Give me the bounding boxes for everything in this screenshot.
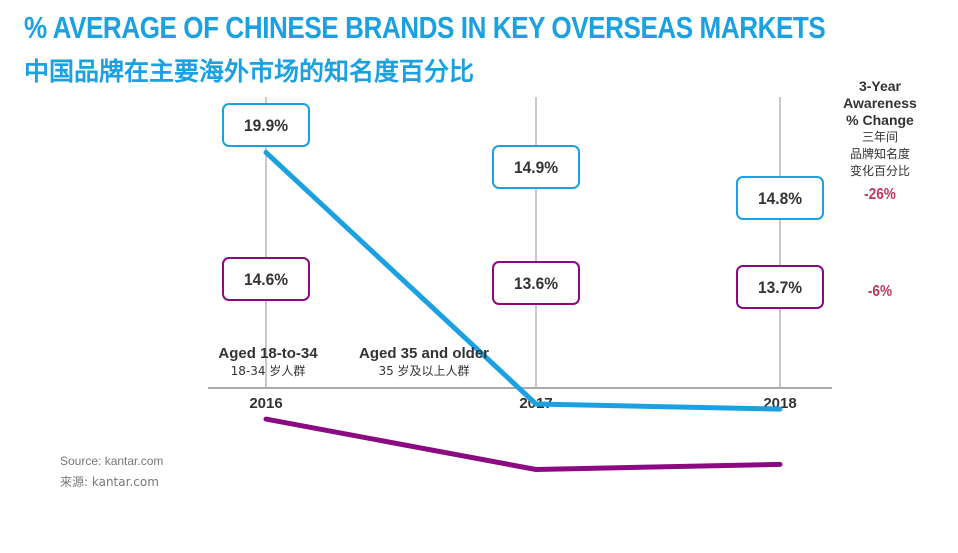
data-label: 14.6% — [244, 270, 288, 289]
data-label: 14.9% — [514, 158, 558, 177]
series-line-aged-35-and-older — [263, 416, 783, 472]
source-en: Source: kantar.com — [60, 454, 164, 468]
change-header: 3-Year Awareness % Change 三年间 品牌知名度 变化百分… — [828, 78, 932, 180]
data-label: 19.9% — [244, 116, 288, 135]
chart-title: % AVERAGE OF CHINESE BRANDS IN KEY OVERS… — [24, 10, 826, 45]
data-label-box — [222, 257, 310, 301]
data-label-box — [736, 265, 824, 309]
change-header-zh: 三年间 品牌知名度 变化百分比 — [849, 130, 910, 178]
source-zh: 来源: kantar.com — [60, 475, 159, 489]
chart-subtitle: 中国品牌在主要海外市场的知名度百分比 — [24, 57, 475, 86]
x-tick-label: 2016 — [249, 395, 282, 412]
series-line-aged-18-to-34 — [263, 149, 783, 412]
change-value-young: -26% — [864, 186, 896, 203]
series-lines — [263, 149, 783, 472]
change-value-older: -6% — [867, 283, 893, 300]
data-label-box — [492, 261, 580, 305]
legend-older-zh: 35 岁及以上人群 — [378, 363, 469, 378]
data-label: 13.7% — [758, 278, 802, 297]
data-label-box — [736, 176, 824, 220]
legend-young-zh: 18-34 岁人群 — [231, 363, 306, 378]
legend-young-en: Aged 18-to-34 — [218, 345, 318, 362]
change-header-en: 3-Year Awareness % Change — [843, 78, 917, 128]
data-label: 13.6% — [514, 274, 558, 293]
legend: Aged 18-to-34 18-34 岁人群 Aged 35 and olde… — [218, 345, 489, 378]
data-label: 14.8% — [758, 189, 802, 208]
data-label-box — [222, 103, 310, 147]
data-labels: 19.9% 14.9% 14.8% 14.6% 13.6% 13.7% — [222, 103, 824, 309]
data-label-box — [492, 145, 580, 189]
legend-older-en: Aged 35 and older — [359, 345, 489, 362]
